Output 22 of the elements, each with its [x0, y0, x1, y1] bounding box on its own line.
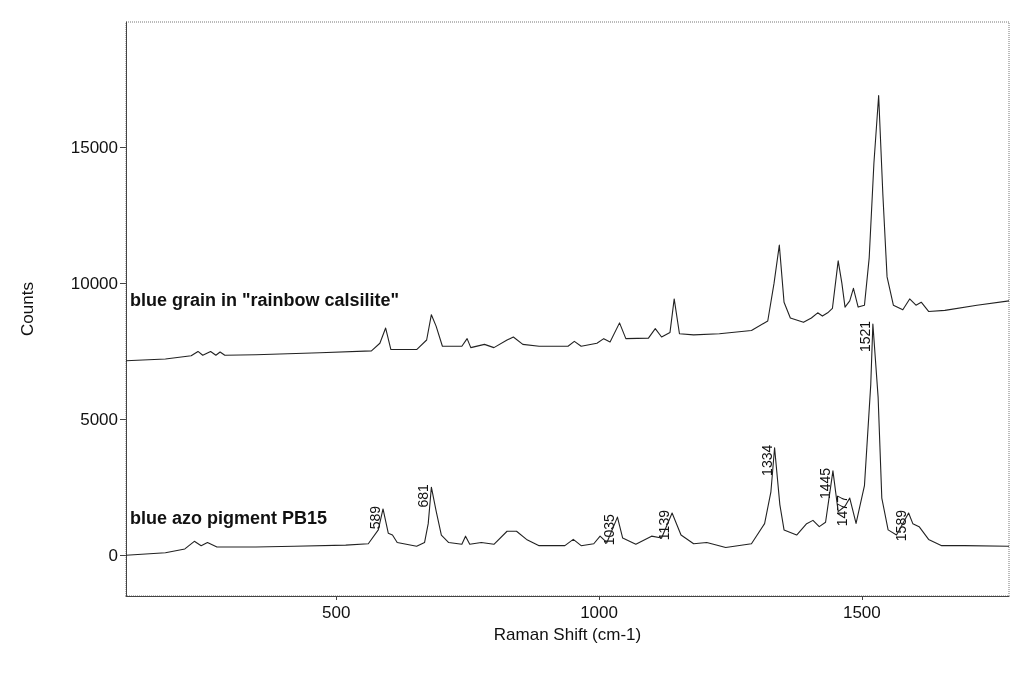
x-tick-label: 1500: [842, 603, 881, 622]
annotation: 681: [415, 483, 432, 508]
y-tick-label: 10000: [70, 273, 118, 293]
annotation: 1334: [758, 444, 775, 476]
annotation: 1521: [856, 320, 873, 353]
annotation: 1477: [833, 494, 850, 527]
line-series: [125, 323, 1010, 556]
x-axis-title: Raman Shift (cm-1): [493, 625, 642, 644]
x-tick-label: 500: [322, 603, 351, 622]
y-tick-label: 15000: [70, 137, 118, 157]
annotation: 589: [367, 505, 384, 530]
annotation: 1445: [816, 467, 833, 500]
y-axis-title: Counts: [18, 282, 37, 336]
annotation: 1139: [656, 509, 673, 541]
y-tick-label: 5000: [80, 409, 118, 429]
series-label: blue grain in "rainbow calsilite": [130, 289, 400, 310]
line-series: [125, 94, 1010, 362]
y-tick-label: 0: [108, 545, 118, 565]
x-tick-label: 1000: [580, 603, 618, 622]
series-label: blue azo pigment PB15: [130, 508, 328, 529]
annotation: 1035: [601, 513, 618, 546]
annotation: 1589: [892, 509, 909, 542]
